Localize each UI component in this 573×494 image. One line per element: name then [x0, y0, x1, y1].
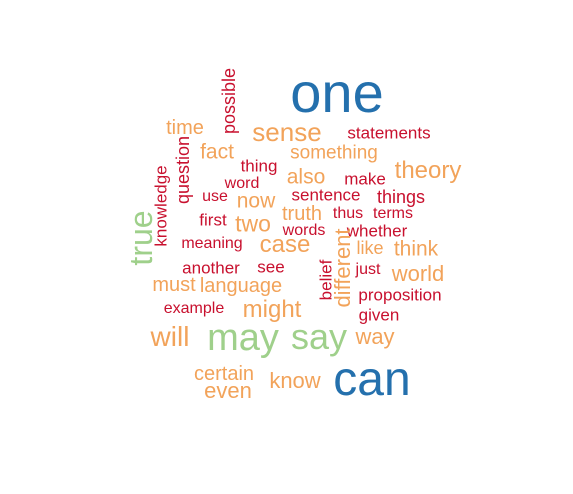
word: fact [200, 140, 234, 164]
word: way [355, 324, 395, 349]
word: something [290, 142, 378, 164]
word: meaning [181, 235, 243, 252]
word: first [199, 210, 227, 230]
word: whether [346, 221, 408, 241]
word: also [286, 165, 326, 189]
word: theory [394, 157, 462, 184]
word: truth [281, 203, 323, 225]
word: case [259, 231, 311, 258]
word: proposition [358, 285, 442, 305]
word: terms [373, 205, 413, 222]
word: must [152, 274, 196, 296]
word: world [391, 261, 445, 286]
word: thing [240, 156, 278, 176]
word: knowledge [151, 165, 171, 247]
word: belief [316, 259, 336, 301]
word: can [333, 353, 411, 406]
word: make [344, 169, 386, 189]
word: like [356, 238, 384, 258]
word: say [290, 316, 348, 357]
word: things [376, 187, 426, 207]
word: one [290, 61, 384, 124]
word: may [207, 317, 279, 359]
word: words [282, 222, 326, 239]
word: now [236, 189, 276, 213]
word: sentence [291, 185, 361, 205]
word: word [224, 175, 260, 192]
word: think [393, 237, 439, 261]
word: two [235, 210, 271, 237]
word: time [166, 117, 204, 139]
word: see [257, 257, 285, 277]
word: thus [332, 205, 364, 222]
word: statements [347, 123, 431, 143]
word: language [199, 275, 283, 297]
word: example [163, 300, 225, 317]
word: even [204, 378, 252, 403]
word: just [355, 261, 381, 278]
word: might [242, 296, 302, 323]
word: will [150, 321, 190, 352]
word: use [202, 188, 228, 205]
word: given [358, 305, 400, 325]
word: question [173, 135, 193, 205]
word: sense [252, 117, 322, 147]
word: certain [193, 363, 255, 385]
word: know [269, 368, 321, 393]
word: possible [219, 67, 239, 135]
word: another [182, 258, 240, 278]
